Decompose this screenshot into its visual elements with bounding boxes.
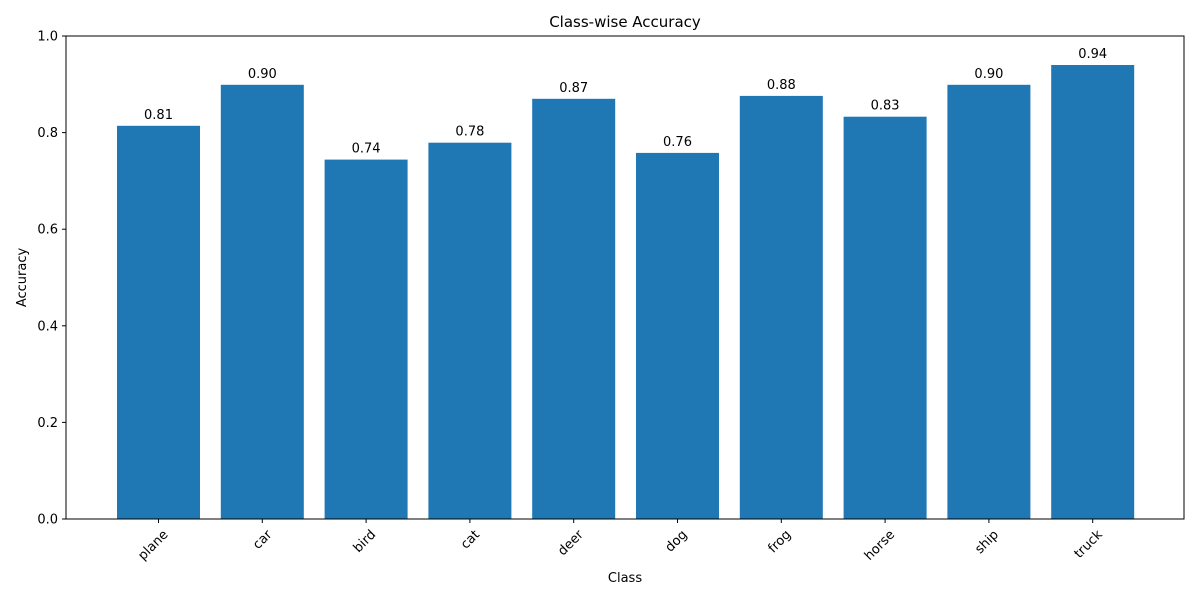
y-axis: 0.0 0.2 0.4 0.6 0.8 1.0 [37, 30, 66, 528]
data-labels-layer: 0.81 0.90 0.74 0.78 0.87 0.76 0.88 0.83 0.90 0.94 [144, 47, 1107, 157]
bars-layer [117, 65, 1135, 520]
data-label-truck: 0.94 [1078, 47, 1107, 62]
bar-horse [843, 116, 927, 519]
y-tick-label-0.0: 0.0 [37, 513, 58, 528]
data-label-frog: 0.88 [767, 78, 796, 93]
x-axis-label: Class [608, 571, 642, 586]
y-tick-label-1.0: 1.0 [37, 30, 58, 45]
plot-frame [65, 35, 1185, 520]
bar-frog [739, 95, 823, 520]
bar-cat [428, 142, 512, 519]
y-tick-label-0.6: 0.6 [37, 223, 58, 238]
data-label-plane: 0.81 [144, 108, 173, 123]
data-label-bird: 0.74 [352, 142, 381, 157]
bar-ship [947, 84, 1031, 520]
y-tick-label-0.8: 0.8 [37, 126, 58, 141]
bar-plane [117, 125, 200, 520]
bar-bird [324, 159, 408, 519]
y-tick-label-0.2: 0.2 [37, 416, 58, 431]
data-label-cat: 0.78 [455, 125, 484, 140]
chart-title: Class-wise Accuracy [549, 13, 701, 31]
data-label-horse: 0.83 [871, 99, 900, 114]
data-label-deer: 0.87 [559, 81, 588, 96]
data-label-dog: 0.76 [663, 135, 692, 150]
bar-dog [636, 152, 719, 519]
y-tick-label-0.4: 0.4 [37, 319, 58, 334]
y-axis-label: Accuracy [15, 248, 30, 308]
bar-truck [1051, 65, 1135, 519]
data-label-ship: 0.90 [974, 67, 1003, 82]
bar-deer [532, 98, 616, 520]
data-label-car: 0.90 [248, 67, 277, 82]
bar-car [220, 84, 304, 520]
